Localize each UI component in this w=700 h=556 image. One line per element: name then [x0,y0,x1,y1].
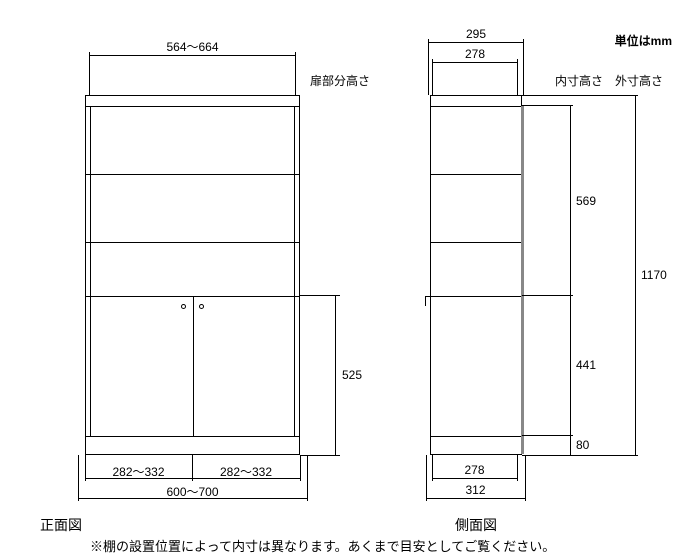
dim-inner-base: 80 [576,438,589,452]
dim-outer-h: 1170 [641,268,667,282]
front-cabinet [85,95,300,455]
dim-door-h: 525 [342,368,362,382]
dim-inner-upper: 569 [576,194,596,208]
handle-left [181,304,186,309]
handle-right [199,304,204,309]
dim-side-top-inner: 278 [432,47,518,61]
unit-label: 単位はmm [615,32,672,49]
label-door-height: 扉部分高さ [310,72,370,89]
label-front-view: 正面図 [40,515,82,535]
dim-side-top-outer: 295 [428,27,524,41]
note: ※棚の設置位置によって内寸は異なります。あくまで目安としてご覧ください。 [90,536,555,555]
side-cabinet [430,95,522,455]
diagram-root: 単位はmm 扉部分高さ 内寸高さ 外寸高さ 564～664 525 [0,0,700,556]
dim-half-left: 282～332 [85,463,192,480]
dim-inner-lower: 441 [576,358,596,372]
label-outer-height: 外寸高さ [615,72,663,89]
label-inner-height: 内寸高さ [555,72,603,89]
dim-top-width: 564～664 [89,38,296,55]
dim-side-bottom-outer: 312 [426,483,525,497]
dim-full-width: 600～700 [78,483,307,500]
label-side-view: 側面図 [455,515,497,535]
dim-half-right: 282～332 [192,463,300,480]
dim-side-bottom-inner: 278 [432,463,517,477]
